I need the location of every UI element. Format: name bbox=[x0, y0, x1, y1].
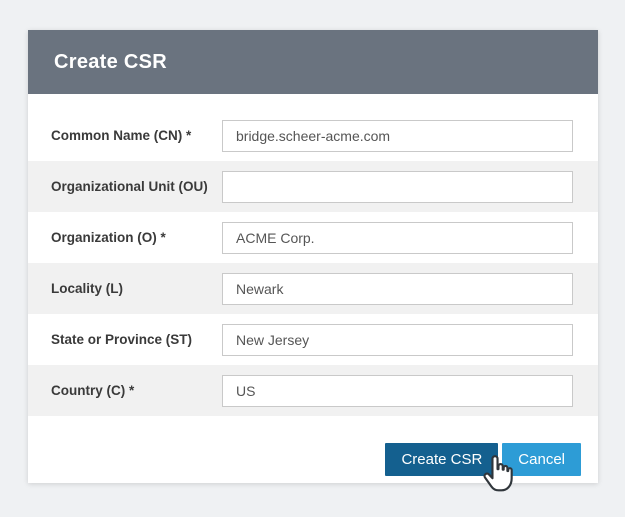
form-row-state-province: State or Province (ST) bbox=[28, 314, 598, 365]
form-row-organizational-unit: Organizational Unit (OU) bbox=[28, 161, 598, 212]
form-row-organization: Organization (O) * bbox=[28, 212, 598, 263]
common-name-label: Common Name (CN) * bbox=[51, 128, 192, 143]
csr-form: Common Name (CN) * Organizational Unit (… bbox=[28, 94, 598, 416]
organizational-unit-label: Organizational Unit (OU) bbox=[51, 179, 208, 194]
locality-input[interactable] bbox=[222, 272, 573, 305]
common-name-input[interactable] bbox=[222, 119, 573, 152]
state-province-label: State or Province (ST) bbox=[51, 332, 193, 347]
dialog-footer: Create CSR Cancel bbox=[28, 416, 598, 483]
country-input[interactable] bbox=[222, 374, 573, 407]
form-row-country: Country (C) * bbox=[28, 365, 598, 416]
create-csr-dialog: Create CSR Common Name (CN) * Organizati… bbox=[28, 30, 598, 483]
state-province-input[interactable] bbox=[222, 323, 573, 356]
cancel-button[interactable]: Cancel bbox=[502, 443, 581, 476]
country-label: Country (C) * bbox=[51, 383, 135, 398]
form-row-locality: Locality (L) bbox=[28, 263, 598, 314]
organization-input[interactable] bbox=[222, 221, 573, 254]
form-row-common-name: Common Name (CN) * bbox=[28, 110, 598, 161]
dialog-header: Create CSR bbox=[28, 30, 598, 94]
locality-label: Locality (L) bbox=[51, 281, 124, 296]
dialog-title: Create CSR bbox=[54, 50, 168, 73]
organization-label: Organization (O) * bbox=[51, 230, 166, 245]
create-csr-button[interactable]: Create CSR bbox=[385, 443, 499, 476]
organizational-unit-input[interactable] bbox=[222, 170, 573, 203]
